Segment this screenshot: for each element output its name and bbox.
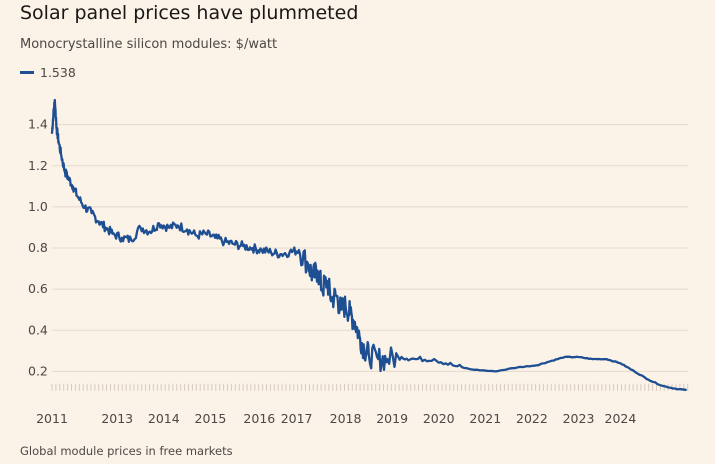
y-axis-ticks: 0.2 0.4 0.6 0.8 1.0 1.2 1.4 <box>28 117 48 379</box>
y-tick-label: 0.4 <box>28 322 48 337</box>
chart-title: Solar panel prices have plummeted <box>20 2 359 24</box>
y-tick-label: 0.2 <box>28 363 48 378</box>
price-series-line <box>50 98 687 392</box>
x-tick-label: 2011 <box>36 411 68 426</box>
chart-subtitle: Monocrystalline silicon modules: $/watt <box>20 37 278 52</box>
legend: 1.538 <box>20 65 76 80</box>
legend-label: 1.538 <box>40 65 76 80</box>
y-tick-label: 1.0 <box>28 199 48 214</box>
x-tick-label: 2016 <box>243 411 275 426</box>
y-tick-label: 0.6 <box>28 281 48 296</box>
x-tick-label: 2013 <box>101 411 133 426</box>
y-tick-label: 1.2 <box>28 158 48 173</box>
x-tick-label: 2017 <box>281 411 313 426</box>
x-tick-label: 2020 <box>423 411 455 426</box>
grid-lines <box>52 124 688 372</box>
x-axis-minor-ticks <box>51 383 689 391</box>
x-tick-label: 2024 <box>605 411 637 426</box>
chart-source: Global module prices in free markets <box>20 444 233 458</box>
x-tick-label: 2014 <box>148 411 180 426</box>
legend-swatch <box>20 71 34 74</box>
x-tick-label: 2021 <box>469 411 501 426</box>
y-tick-label: 0.8 <box>28 240 48 255</box>
x-tick-label: 2019 <box>376 411 408 426</box>
y-tick-label: 1.4 <box>28 117 48 132</box>
x-tick-label: 2023 <box>563 411 595 426</box>
x-tick-label: 2018 <box>330 411 362 426</box>
x-tick-label: 2015 <box>195 411 227 426</box>
x-tick-label: 2022 <box>516 411 548 426</box>
x-axis-ticks: 2011 2013 2014 2015 2016 2017 2018 2019 2020 2021… <box>36 411 636 426</box>
